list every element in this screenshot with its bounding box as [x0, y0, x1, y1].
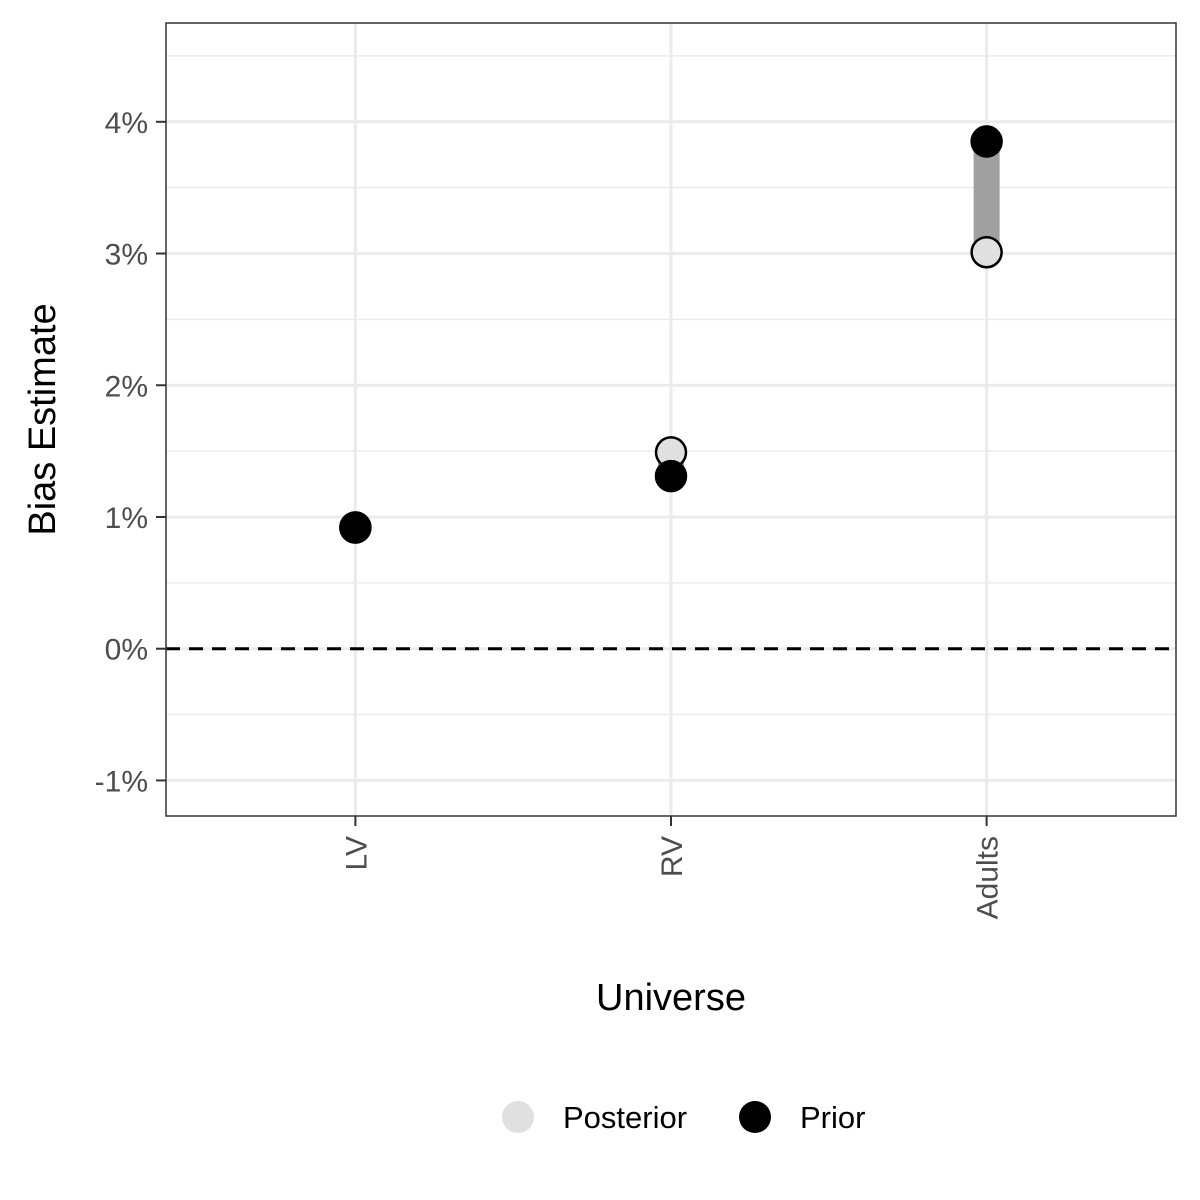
prior-point	[970, 125, 1003, 158]
point-layer	[339, 125, 1003, 544]
posterior-legend-key	[502, 1101, 534, 1133]
prior-legend-key	[739, 1101, 771, 1133]
connector-layer	[658, 141, 1000, 477]
y-axis-title: Bias Estimate	[22, 303, 64, 535]
x-tick-label: RV	[656, 836, 689, 877]
prior-point	[654, 459, 688, 493]
grid-lines	[166, 23, 1176, 816]
y-tick-label: 0%	[105, 634, 148, 667]
axes: -1% 0% 1% 2% 3% 4% LV RV Adults	[95, 107, 1005, 920]
y-tick-label: 2%	[105, 370, 148, 403]
prior-legend-label: Prior	[800, 1100, 865, 1135]
posterior-point	[970, 235, 1003, 269]
posterior-legend-label: Posterior	[563, 1100, 687, 1135]
y-tick-label: 1%	[105, 502, 148, 535]
x-axis-title: Universe	[596, 977, 746, 1019]
x-tick-label: LV	[340, 836, 373, 870]
y-tick-label: 3%	[105, 239, 148, 272]
y-tick-label: 4%	[105, 107, 148, 140]
y-tick-label: -1%	[95, 765, 148, 798]
prior-point	[339, 511, 372, 544]
legend: Posterior Prior	[502, 1100, 865, 1135]
x-tick-label: Adults	[972, 836, 1005, 919]
